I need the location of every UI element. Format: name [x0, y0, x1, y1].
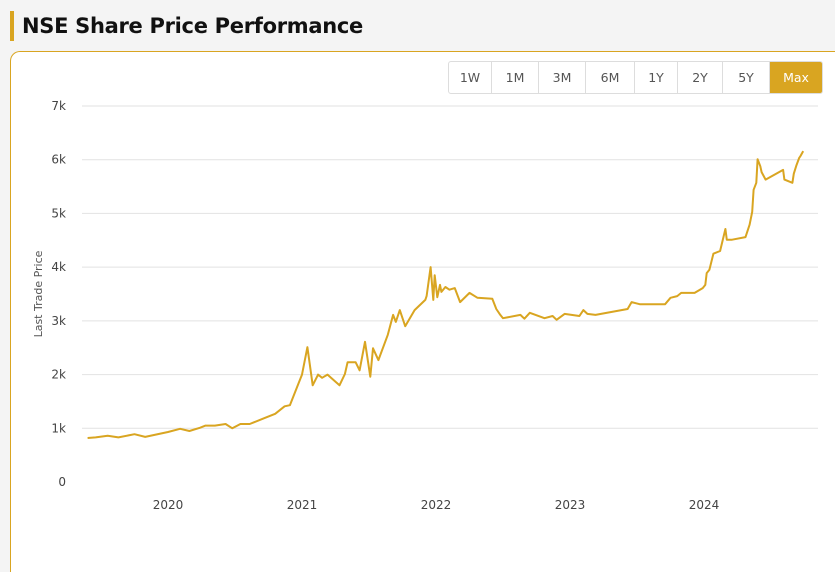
- title-accent-bar: [10, 11, 14, 41]
- y-tick-label: 0: [58, 475, 66, 489]
- x-tick-label: 2023: [555, 498, 586, 512]
- chart-card: [10, 51, 835, 572]
- range-selector: 1W 1M 3M 6M 1Y 2Y 5Y Max: [448, 61, 823, 94]
- x-tick-label: 2020: [153, 498, 184, 512]
- range-button-3m[interactable]: 3M: [539, 62, 586, 93]
- price-line: [87, 150, 805, 439]
- y-axis-label: Last Trade Price: [32, 250, 45, 337]
- y-tick-label: 7k: [51, 99, 66, 113]
- range-button-6m[interactable]: 6M: [586, 62, 635, 93]
- y-tick-label: 1k: [51, 421, 66, 435]
- range-button-max[interactable]: Max: [770, 62, 822, 93]
- range-button-5y[interactable]: 5Y: [723, 62, 770, 93]
- y-tick-label: 5k: [51, 206, 66, 220]
- range-button-1y[interactable]: 1Y: [635, 62, 678, 93]
- range-button-2y[interactable]: 2Y: [678, 62, 723, 93]
- y-tick-label: 6k: [51, 153, 66, 167]
- y-tick-label: 4k: [51, 260, 66, 274]
- y-tick-label: 2k: [51, 368, 66, 382]
- price-chart: Last Trade Price 0 1k 2k 3k 4k 5k 6k 7k 2020 2021…: [32, 99, 818, 512]
- x-tick-label: 2024: [689, 498, 720, 512]
- range-button-1w[interactable]: 1W: [449, 62, 492, 93]
- range-button-1m[interactable]: 1M: [492, 62, 539, 93]
- x-tick-label: 2021: [287, 498, 318, 512]
- y-tick-label: 3k: [51, 314, 66, 328]
- page-title: NSE Share Price Performance: [22, 14, 363, 38]
- x-tick-label: 2022: [421, 498, 452, 512]
